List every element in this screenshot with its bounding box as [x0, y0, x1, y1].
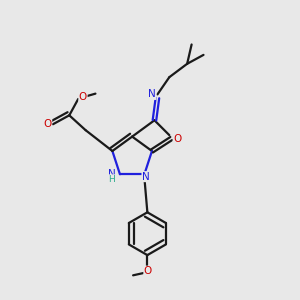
Text: N: N	[142, 172, 150, 182]
Text: O: O	[79, 92, 87, 102]
Text: N: N	[108, 169, 116, 179]
Text: H: H	[108, 175, 115, 184]
Text: O: O	[144, 266, 152, 276]
Text: O: O	[44, 119, 52, 129]
Text: O: O	[173, 134, 181, 143]
Text: N: N	[148, 89, 156, 99]
